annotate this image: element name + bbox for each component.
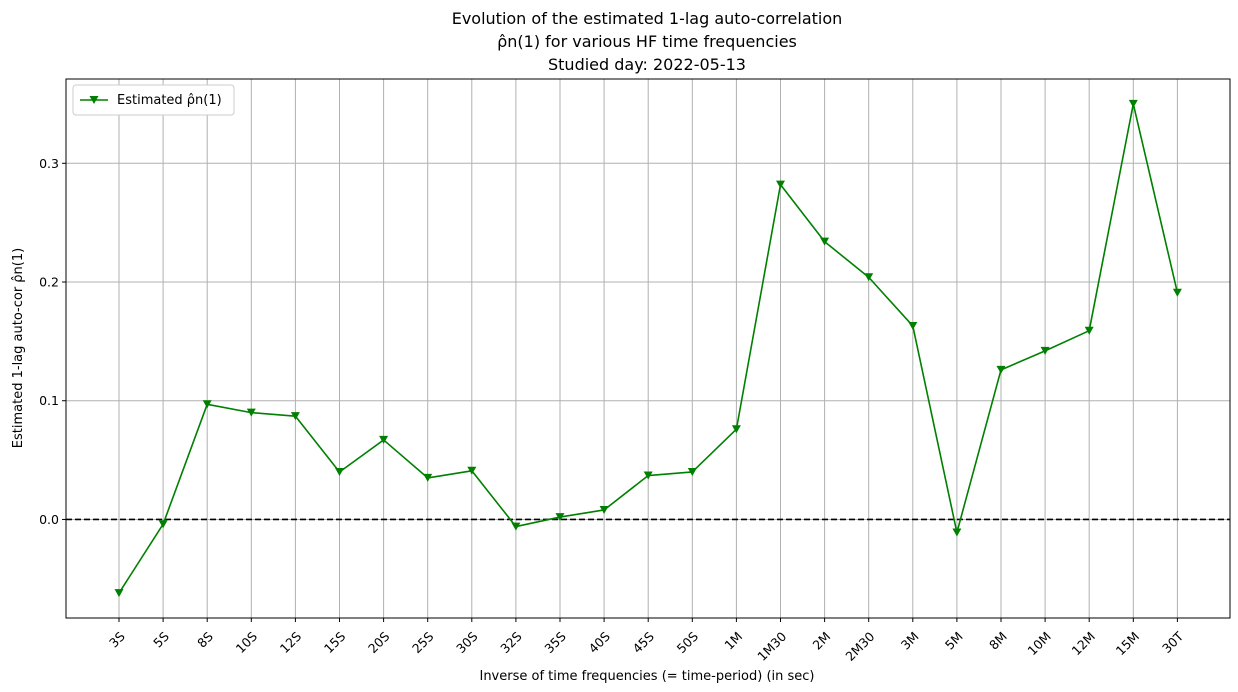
x-tick-label: 2M [810, 629, 834, 653]
data-point-marker [1084, 326, 1094, 335]
x-tick-label: 5M [942, 629, 966, 653]
data-point-marker [776, 180, 785, 189]
x-tick-label: 1M30 [754, 629, 789, 664]
x-tick-label: 30T [1159, 628, 1187, 656]
x-tick-label: 15S [321, 629, 349, 657]
data-point-marker [952, 528, 962, 537]
data-point-marker [599, 505, 609, 514]
y-axis-label: Estimated 1-lag auto-cor ρ̂n(1) [11, 248, 26, 448]
data-point-marker [1040, 346, 1050, 355]
legend-label: Estimated ρ̂n(1) [117, 93, 222, 108]
x-tick-label: 20S [365, 629, 393, 657]
data-point-marker [820, 237, 830, 246]
data-point-marker [379, 435, 389, 444]
data-point-marker [467, 466, 477, 475]
legend-marker-swatch [89, 96, 99, 104]
data-point-marker [643, 471, 653, 480]
chart-title-line-1: Evolution of the estimated 1-lag auto-co… [452, 9, 843, 28]
x-tick-label: 30S [453, 629, 481, 657]
data-point-marker [687, 467, 697, 476]
chart-title-line-3: Studied day: 2022-05-13 [548, 55, 746, 74]
data-point-marker [1128, 99, 1138, 108]
data-point-marker [555, 513, 565, 522]
x-tick-label: 5S [150, 629, 172, 651]
x-tick-label: 2M30 [842, 629, 877, 664]
data-point-marker [246, 408, 256, 417]
x-tick-label: 12S [277, 629, 305, 657]
data-point-marker [731, 425, 741, 434]
x-tick-label: 10M [1024, 629, 1053, 658]
data-point-marker [423, 473, 433, 482]
x-tick-label: 32S [497, 629, 525, 657]
x-ticks: 3S 5S 8S 10S 12S 15S 20S 25S 30S 32S 35S 40S 45S 50S 1… [106, 618, 1186, 664]
data-point-marker [511, 522, 521, 531]
x-tick-label: 50S [674, 629, 702, 657]
x-tick-label: 8S [194, 629, 216, 651]
x-tick-label: 12M [1069, 629, 1098, 658]
legend: Estimated ρ̂n(1) [72, 84, 235, 116]
x-tick-label: 3M [898, 629, 922, 653]
x-tick-label: 40S [585, 629, 613, 657]
data-point-marker [114, 589, 124, 598]
y-tick-label: 0.3 [39, 156, 59, 171]
x-tick-label: 8M [986, 629, 1010, 653]
grid-layer [66, 79, 1230, 618]
data-point-marker [158, 520, 168, 529]
x-tick-label: 3S [106, 629, 128, 651]
y-tick-label: 0.2 [39, 275, 59, 290]
x-tick-label: 45S [630, 629, 658, 657]
y-tick-label: 0.1 [39, 393, 59, 408]
y-tick-label: 0.0 [39, 512, 59, 527]
data-point-marker [335, 467, 344, 476]
legend-box [72, 84, 235, 116]
x-axis-label: Inverse of time frequencies (= time-peri… [479, 669, 814, 684]
data-point-marker [996, 365, 1006, 374]
data-point-marker [1172, 288, 1182, 297]
y-ticks: 0.0 0.1 0.2 0.3 [39, 156, 66, 527]
data-point-marker [290, 412, 300, 421]
data-point-marker [864, 273, 874, 282]
chart-title-line-2: ρ̂n(1) for various HF time frequencies [497, 32, 797, 51]
data-point-marker [908, 321, 918, 330]
x-tick-label: 1M [721, 629, 745, 653]
data-point-marker [202, 400, 212, 409]
x-tick-label: 10S [233, 629, 261, 657]
series-layer [114, 99, 1182, 598]
x-tick-label: 35S [541, 629, 569, 657]
x-tick-label: 15M [1113, 629, 1142, 658]
x-tick-label: 25S [409, 629, 437, 657]
